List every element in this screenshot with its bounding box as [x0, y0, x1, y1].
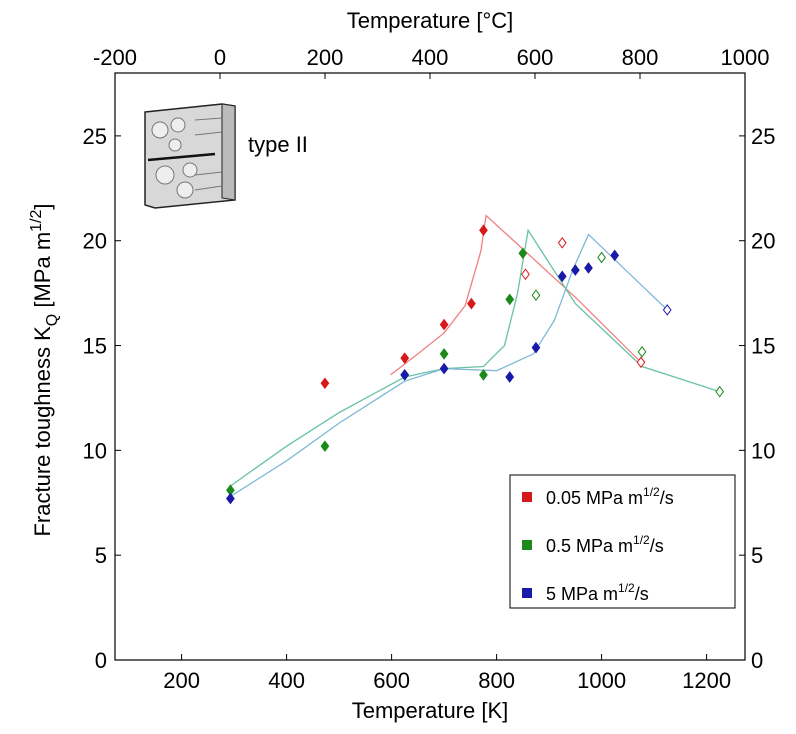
x-tick-label: 1000 — [577, 668, 626, 693]
data-point — [226, 492, 235, 505]
legend-swatch — [522, 492, 532, 502]
data-point — [610, 249, 620, 262]
data-point — [637, 345, 647, 358]
legend-tail: /s — [650, 536, 664, 556]
y-label-unit: [MPa m — [30, 232, 55, 314]
y-tick-label: 15 — [83, 334, 107, 359]
data-point — [439, 348, 449, 360]
x2-axis-label: Temperature [°C] — [347, 8, 514, 33]
data-point — [505, 371, 515, 383]
data-point — [715, 385, 725, 398]
data-point — [531, 289, 541, 302]
legend-box — [509, 474, 736, 609]
y-label-sub: Q — [44, 314, 61, 326]
data-point — [531, 341, 541, 354]
microstructure-icon — [144, 103, 236, 209]
x-tick-label: 400 — [268, 668, 305, 693]
x2-tick-label: 800 — [622, 45, 659, 70]
data-point — [439, 318, 449, 331]
data-point — [557, 270, 567, 283]
data-point — [400, 352, 410, 364]
y-tick-label-right: 10 — [751, 438, 775, 463]
data-point — [570, 264, 580, 276]
x2-tick-label: 0 — [214, 45, 226, 70]
x-tick-label: 600 — [373, 668, 410, 693]
legend-label: 0.05 MPa m1/2/s — [546, 485, 674, 508]
x-tick-label: 800 — [478, 668, 515, 693]
legend-sup: 1/2 — [618, 581, 635, 595]
x2-tick-label: -200 — [93, 45, 137, 70]
x-axis-label: Temperature [K] — [352, 698, 509, 723]
y-label-sup: 1/2 — [28, 209, 45, 231]
legend-sup: 1/2 — [643, 485, 660, 499]
data-point — [400, 369, 410, 381]
data-point — [467, 297, 476, 310]
data-point — [521, 268, 530, 281]
y-tick-label: 5 — [95, 543, 107, 568]
data-point — [518, 247, 528, 260]
legend-text: 5 MPa m — [546, 584, 618, 604]
fit-curve — [230, 228, 720, 487]
legend-sup: 1/2 — [633, 533, 650, 547]
legend-text: 0.5 MPa m — [546, 536, 633, 556]
y-tick-label-right: 0 — [751, 648, 763, 673]
data-point — [320, 440, 330, 452]
annotation: type II — [248, 132, 308, 157]
y-tick-label-right: 5 — [751, 543, 763, 568]
legend-tail: /s — [635, 584, 649, 604]
legend-swatch — [522, 588, 532, 598]
data-point — [557, 236, 567, 249]
legend-text: 0.05 MPa m — [546, 488, 643, 508]
fit-curve — [230, 233, 668, 498]
x-tick-label: 1200 — [682, 668, 731, 693]
data-point — [479, 224, 488, 237]
data-point — [320, 377, 330, 390]
y-tick-label: 0 — [95, 648, 107, 673]
legend-swatch — [522, 540, 532, 550]
x2-tick-label: 200 — [307, 45, 344, 70]
y-axis-label: Fracture toughness KQ [MPa m1/2] — [28, 203, 61, 536]
legend-label: 0.5 MPa m1/2/s — [546, 533, 664, 556]
y-label-main: Fracture toughness K — [30, 326, 55, 537]
x2-tick-label: 600 — [517, 45, 554, 70]
y-tick-label-right: 20 — [751, 229, 775, 254]
data-point — [439, 362, 449, 375]
legend-label: 5 MPa m1/2/s — [546, 581, 649, 604]
x2-tick-label: 1000 — [721, 45, 770, 70]
y-label-end: ] — [30, 203, 55, 209]
y-tick-label: 25 — [83, 124, 107, 149]
data-point — [636, 356, 646, 369]
y-tick-label: 20 — [83, 229, 107, 254]
data-point — [597, 251, 606, 264]
y-tick-label: 10 — [83, 438, 107, 463]
y-tick-label-right: 15 — [751, 334, 775, 359]
y-tick-label-right: 25 — [751, 124, 775, 149]
data-point — [584, 262, 593, 274]
x2-tick-label: 400 — [412, 45, 449, 70]
legend-tail: /s — [660, 488, 674, 508]
data-point — [662, 304, 672, 316]
fit-curve — [390, 214, 642, 376]
data-point — [479, 369, 488, 381]
data-point — [505, 293, 515, 306]
x-tick-label: 200 — [163, 668, 200, 693]
